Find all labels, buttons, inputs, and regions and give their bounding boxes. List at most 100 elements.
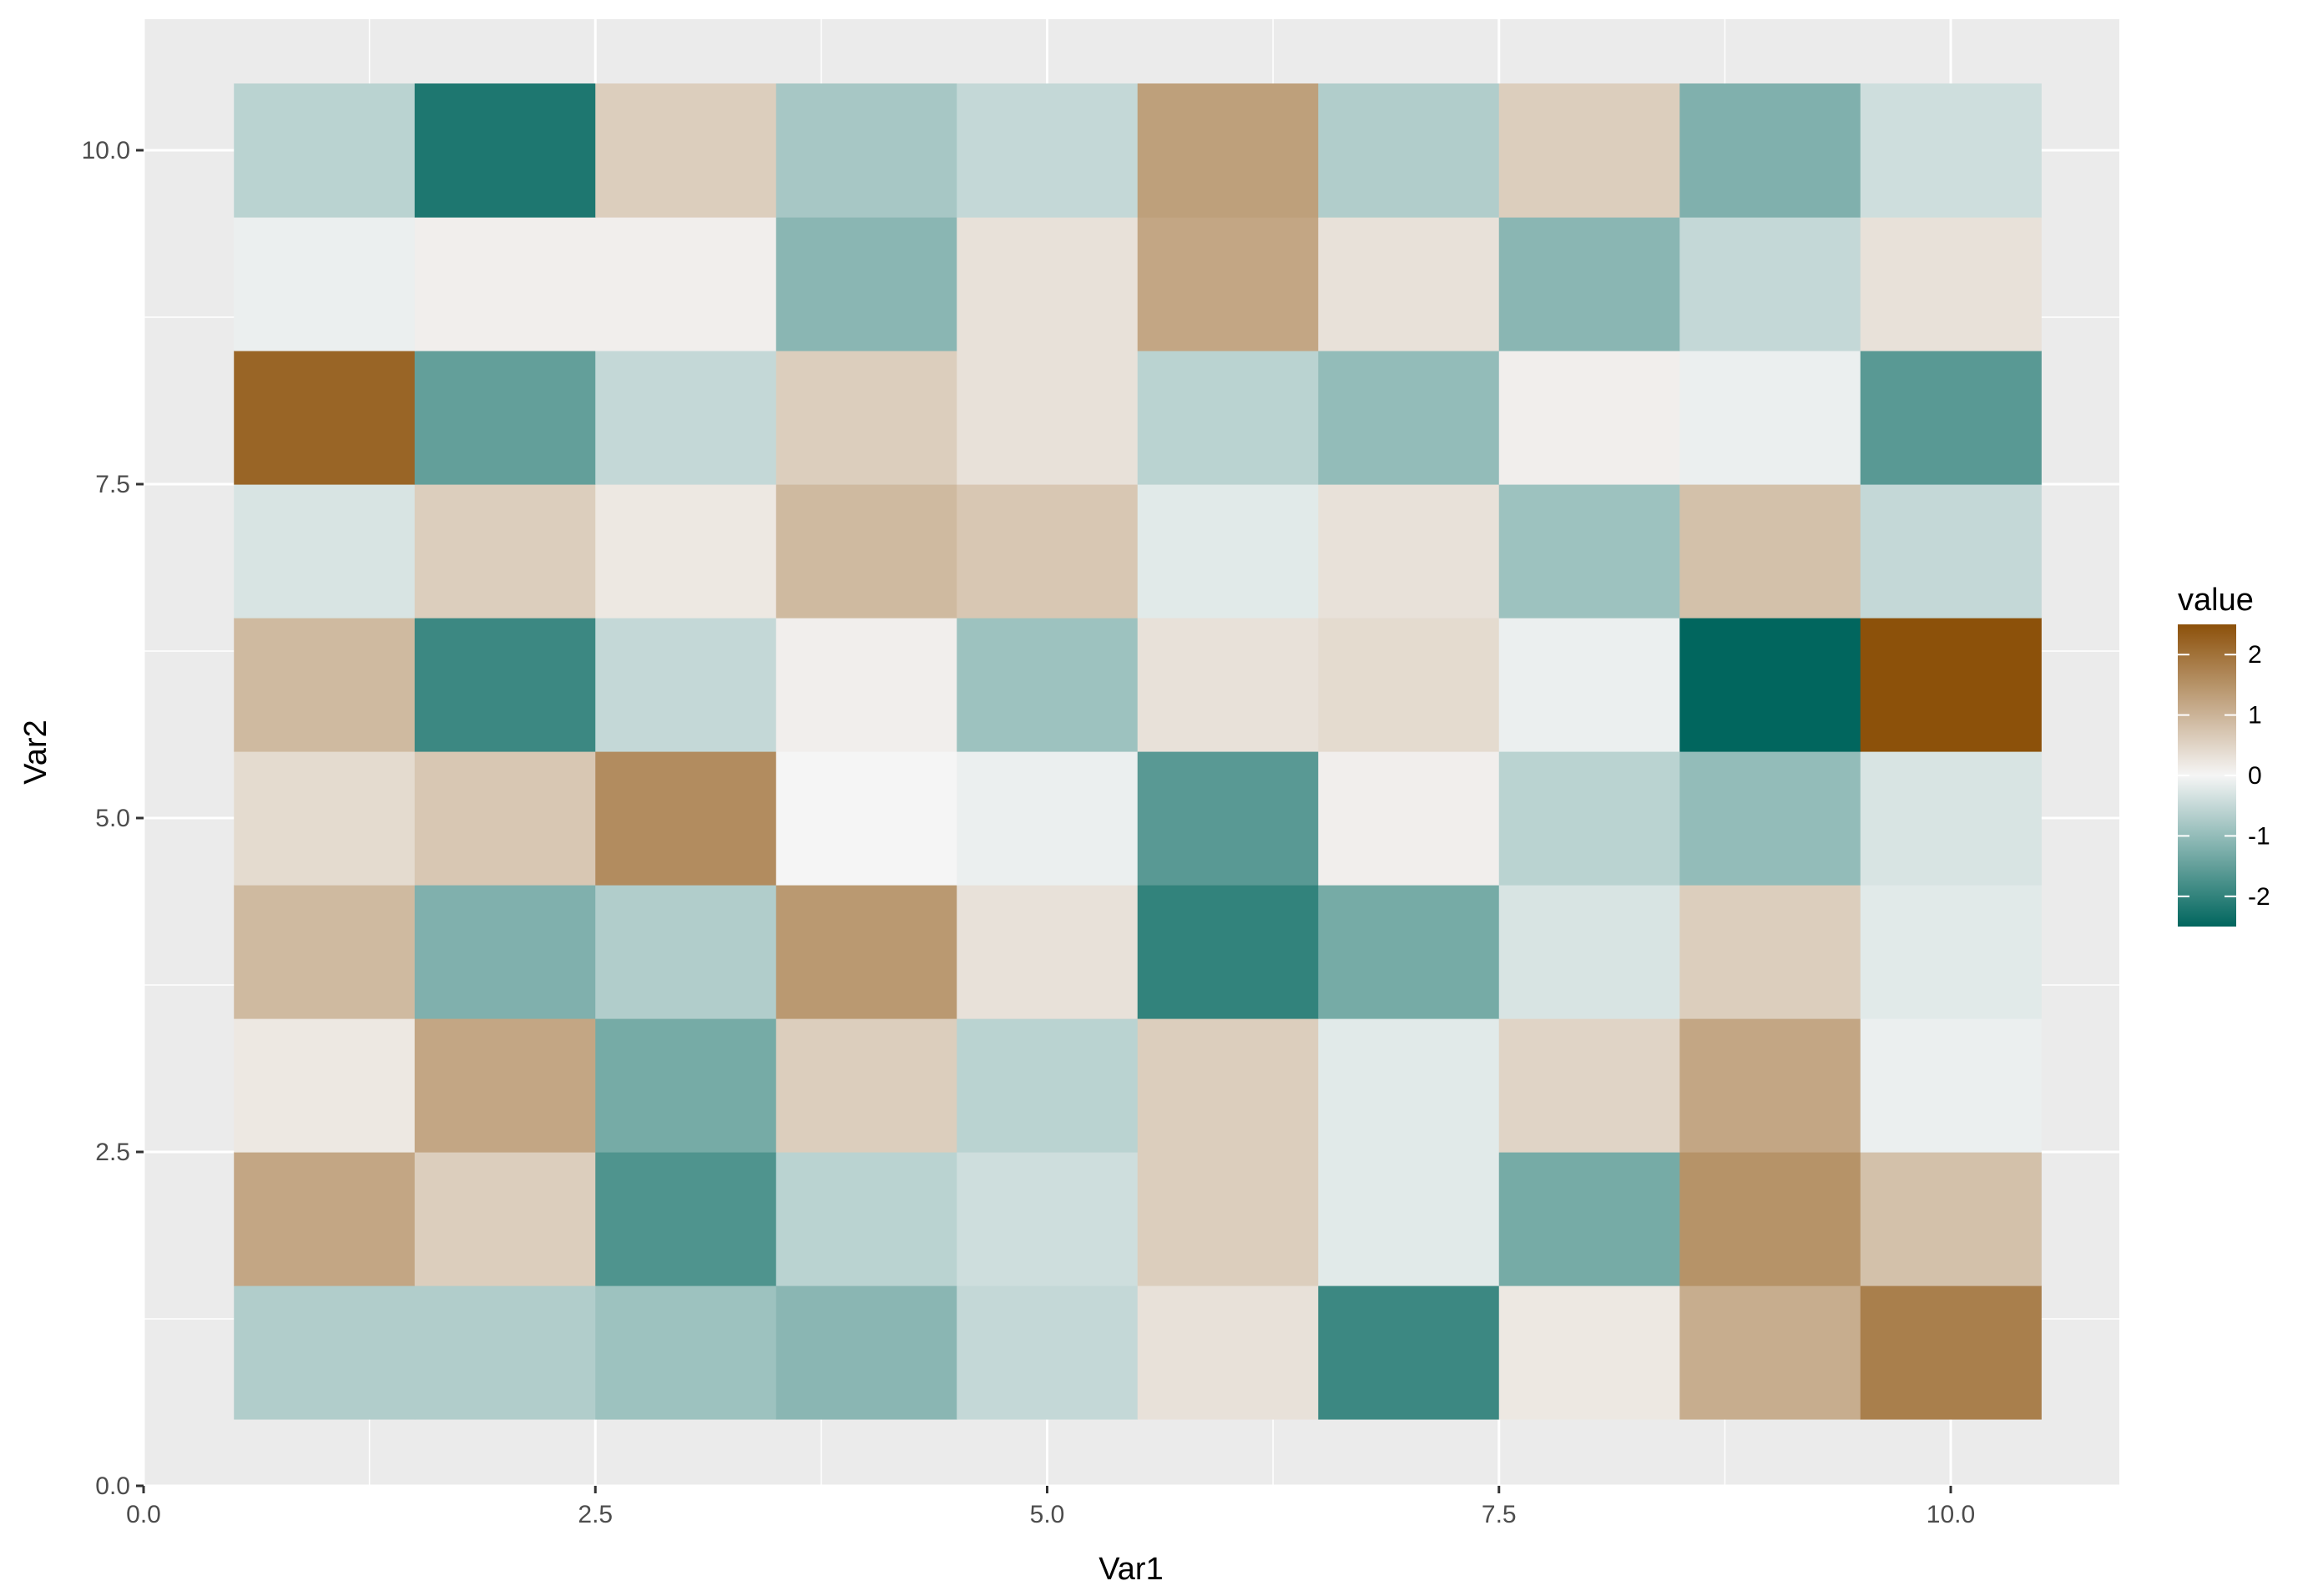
heatmap-tile (1137, 351, 1319, 485)
heatmap-tile (775, 484, 957, 619)
heatmap-tile (1860, 1152, 2042, 1286)
heatmap-tile (595, 1285, 777, 1420)
heatmap-tile (1498, 217, 1680, 351)
heatmap-tile (414, 1285, 596, 1420)
heatmap-tiles (234, 83, 2042, 1420)
heatmap-tile (1137, 885, 1319, 1019)
heatmap-tile (1679, 1285, 1861, 1420)
x-tick-label: 7.5 (1482, 1501, 1517, 1528)
heatmap-tile (1318, 885, 1500, 1019)
heatmap-tile (234, 751, 416, 886)
heatmap-tile (234, 885, 416, 1019)
heatmap-tile (957, 1018, 1139, 1153)
heatmap-tile (957, 618, 1139, 752)
heatmap-tile (234, 351, 416, 485)
heatmap-tile (1318, 484, 1500, 619)
heatmap-tile (1318, 1018, 1500, 1153)
x-tick-label: 0.0 (126, 1501, 161, 1528)
heatmap-tile (234, 484, 416, 619)
heatmap-tile (957, 217, 1139, 351)
heatmap-tile (1679, 351, 1861, 485)
heatmap-tile (595, 885, 777, 1019)
heatmap-tile (775, 217, 957, 351)
heatmap-tile (595, 1018, 777, 1153)
heatmap-tile (1498, 1018, 1680, 1153)
y-tick-label: 7.5 (95, 471, 130, 498)
heatmap-tile (1498, 618, 1680, 752)
legend-tick-label: 0 (2248, 762, 2262, 790)
heatmap-tile (1318, 83, 1500, 218)
heatmap-tile (234, 217, 416, 351)
heatmap-tile (234, 1285, 416, 1420)
heatmap-tile (775, 351, 957, 485)
heatmap-tile (1860, 1285, 2042, 1420)
heatmap-tile (1137, 217, 1319, 351)
heatmap-tile (1679, 618, 1861, 752)
heatmap-tile (1137, 618, 1319, 752)
x-axis-title: Var1 (1098, 1552, 1163, 1587)
heatmap-tile (414, 1018, 596, 1153)
heatmap-tile (1679, 885, 1861, 1019)
heatmap-tile (595, 618, 777, 752)
heatmap-tile (957, 83, 1139, 218)
heatmap-tile (1137, 484, 1319, 619)
heatmap-tile (414, 751, 596, 886)
y-tick-label: 0.0 (95, 1472, 130, 1500)
heatmap-tile (234, 83, 416, 218)
heatmap-tile (1137, 1152, 1319, 1286)
heatmap-tile (595, 83, 777, 218)
heatmap-tile (1498, 484, 1680, 619)
heatmap-tile (595, 1152, 777, 1286)
x-tick-label: 10.0 (1927, 1501, 1975, 1528)
heatmap-tile (234, 618, 416, 752)
heatmap-tile (414, 351, 596, 485)
y-tick-label: 2.5 (95, 1139, 130, 1166)
heatmap-tile (1137, 751, 1319, 886)
heatmap-tile (957, 351, 1139, 485)
heatmap-tile (1679, 217, 1861, 351)
heatmap-tile (775, 618, 957, 752)
heatmap-tile (414, 1152, 596, 1286)
y-axis: 0.0 2.5 5.0 7.5 10.0 (82, 137, 144, 1500)
heatmap-tile (1679, 83, 1861, 218)
heatmap-tile (1860, 351, 2042, 485)
heatmap-tile (1679, 484, 1861, 619)
heatmap-tile (595, 217, 777, 351)
heatmap-tile (1498, 751, 1680, 886)
heatmap-tile (775, 1152, 957, 1286)
heatmap-tile (1318, 1152, 1500, 1286)
heatmap-tile (1860, 1018, 2042, 1153)
heatmap-tile (1318, 751, 1500, 886)
legend-ticks: 2 1 0 -1 -2 (2178, 641, 2270, 911)
heatmap-tile (414, 83, 596, 218)
heatmap-tile (1860, 83, 2042, 218)
x-tick-label: 5.0 (1030, 1501, 1065, 1528)
heatmap-tile (1318, 351, 1500, 485)
heatmap-tile (595, 751, 777, 886)
heatmap-tile (1498, 1285, 1680, 1420)
legend: value 2 1 0 -1 -2 (2178, 583, 2270, 927)
heatmap-tile (234, 1018, 416, 1153)
heatmap-tile (1498, 1152, 1680, 1286)
heatmap-tile (957, 885, 1139, 1019)
heatmap-tile (1679, 1018, 1861, 1153)
heatmap-tile (1679, 1152, 1861, 1286)
heatmap-tile (414, 885, 596, 1019)
heatmap-tile (414, 484, 596, 619)
heatmap-tile (1137, 83, 1319, 218)
x-tick-label: 2.5 (578, 1501, 613, 1528)
heatmap-tile (1860, 618, 2042, 752)
heatmap-tile (234, 1152, 416, 1286)
heatmap-tile (1860, 885, 2042, 1019)
heatmap-tile (1318, 1285, 1500, 1420)
legend-tick-label: 2 (2248, 641, 2262, 669)
y-tick-label: 5.0 (95, 805, 130, 832)
heatmap-tile (1137, 1285, 1319, 1420)
x-axis: 0.0 2.5 5.0 7.5 10.0 (126, 1486, 1975, 1528)
legend-title: value (2178, 583, 2254, 618)
heatmap-tile (775, 751, 957, 886)
legend-tick-label: -1 (2248, 822, 2270, 850)
heatmap-tile (414, 217, 596, 351)
heatmap-tile (775, 1285, 957, 1420)
